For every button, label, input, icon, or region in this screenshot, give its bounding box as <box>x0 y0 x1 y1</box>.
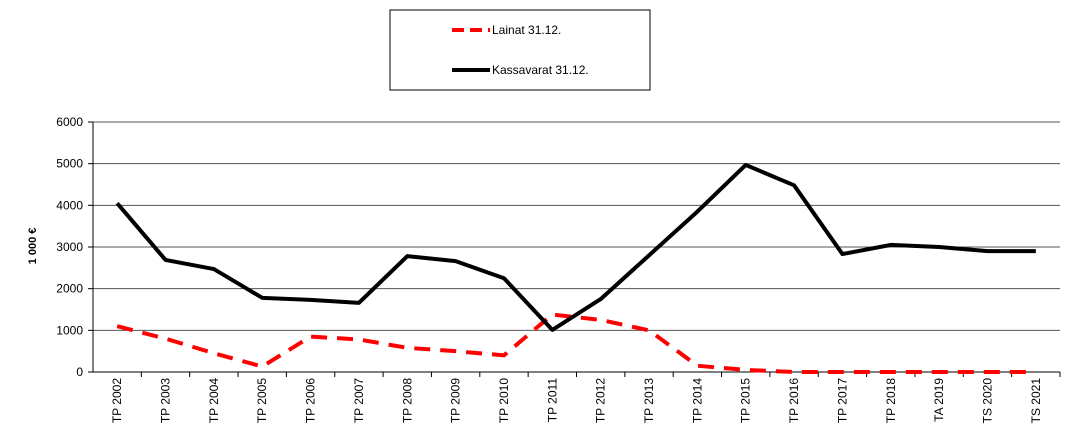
x-tick-label: TP 2006 <box>304 378 318 423</box>
y-axis-label: 1 000 € <box>27 228 39 265</box>
x-tick-label: TP 2007 <box>352 378 366 423</box>
y-tick-label: 0 <box>76 365 83 379</box>
y-tick-label: 3000 <box>56 240 83 254</box>
legend-label: Lainat 31.12. <box>492 23 561 37</box>
x-tick-label: TP 2010 <box>497 378 511 423</box>
y-tick-label: 4000 <box>56 198 83 212</box>
x-tick-label: TP 2018 <box>884 378 898 423</box>
x-tick-label: TP 2015 <box>739 378 753 423</box>
line <box>116 312 1036 374</box>
y-tick-label: 5000 <box>56 157 83 171</box>
x-tick-label: TP 2003 <box>159 378 173 423</box>
x-tick-label: TP 2013 <box>642 378 656 423</box>
line <box>115 162 1036 332</box>
x-tick-label: TS 2021 <box>1029 378 1043 424</box>
x-tick-label: TP 2004 <box>207 378 221 423</box>
x-tick-label: TP 2009 <box>449 378 463 423</box>
legend-box <box>389 9 651 91</box>
y-tick-label: 6000 <box>56 115 83 129</box>
x-tick-label: TP 2017 <box>835 378 849 423</box>
legend-label: Kassavarat 31.12. <box>492 63 589 77</box>
x-tick-label: TP 2008 <box>400 378 414 423</box>
x-tick-label: TS 2020 <box>980 378 994 424</box>
y-tick-label: 1000 <box>56 323 83 337</box>
x-tick-label: TP 2011 <box>545 378 559 423</box>
x-tick-label: TP 2014 <box>690 378 704 423</box>
x-tick-label: TP 2016 <box>787 378 801 423</box>
x-tick-label: TP 2005 <box>255 378 269 423</box>
y-tick-label: 2000 <box>56 282 83 296</box>
x-tick-label: TP 2012 <box>594 378 608 423</box>
x-tick-label: TA 2019 <box>932 378 946 422</box>
x-tick-label: TP 2002 <box>110 378 124 423</box>
